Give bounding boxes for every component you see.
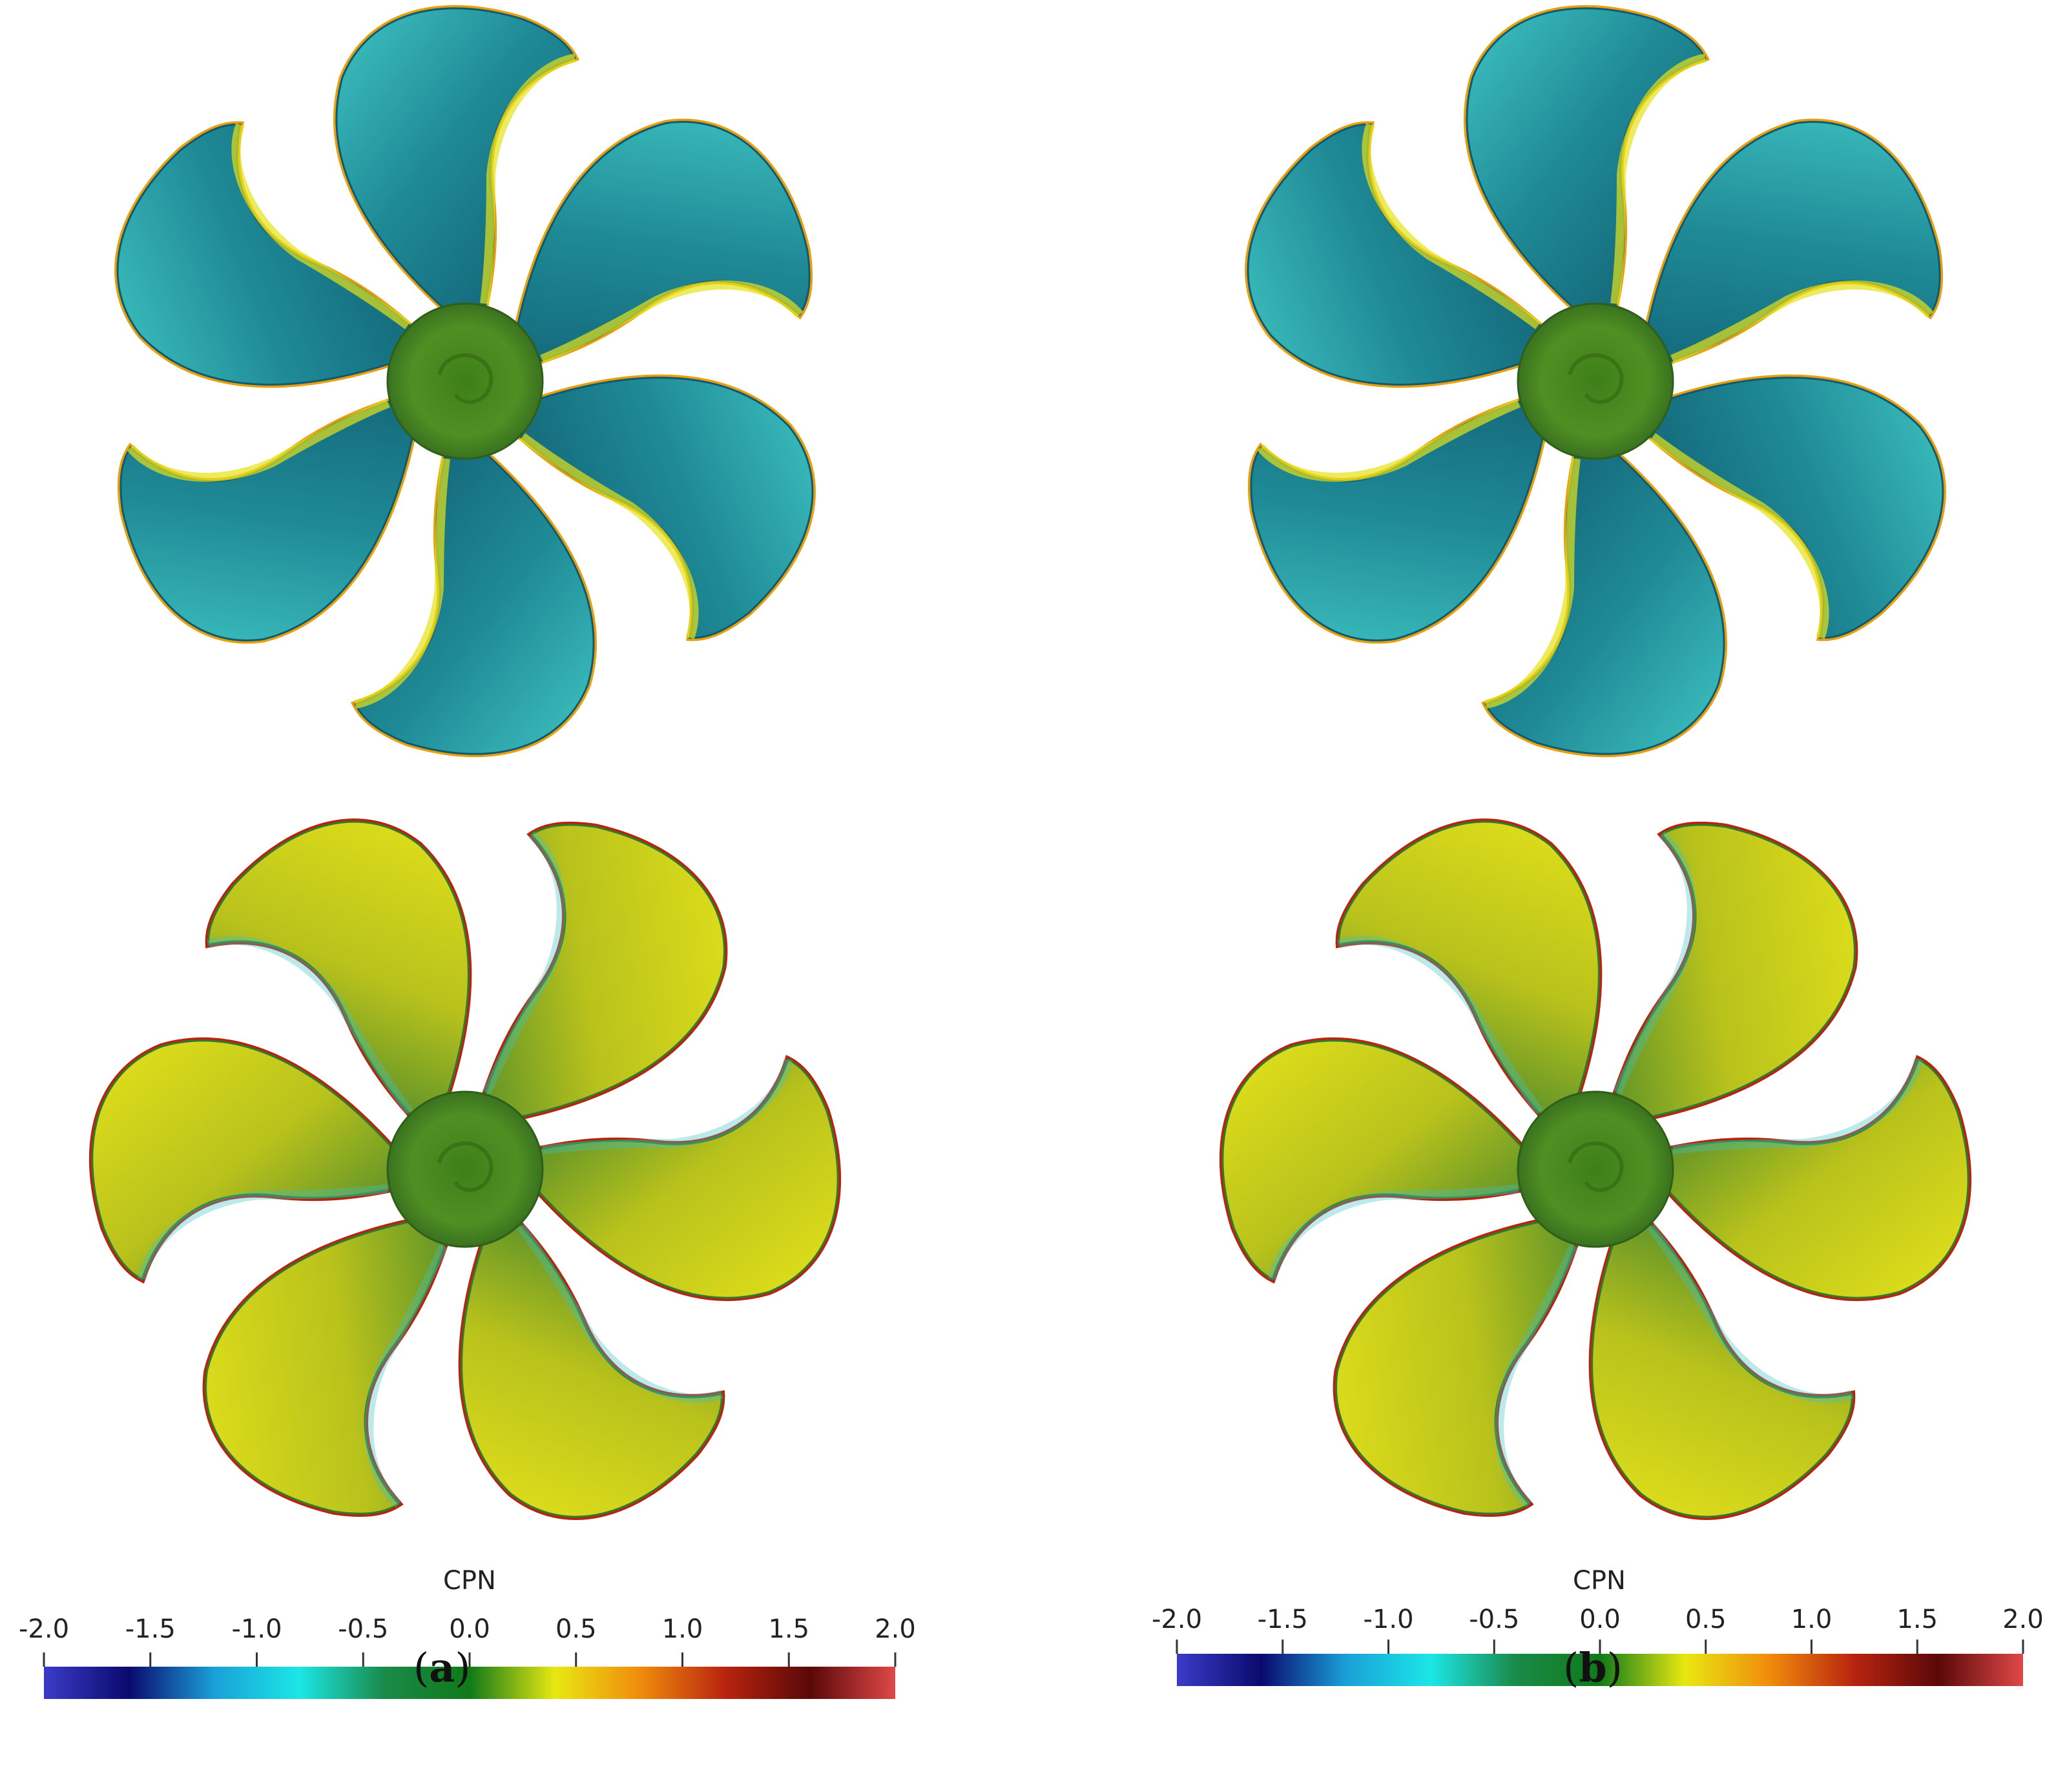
propeller-blade xyxy=(472,306,852,663)
panel-label-b: (b) xyxy=(1563,1644,1623,1691)
propeller-blade xyxy=(389,1176,747,1556)
propeller-blade xyxy=(1593,83,1973,441)
colorbar-title: CPN xyxy=(1573,1566,1626,1596)
propeller-blade xyxy=(78,99,459,457)
colorbar-tick-label: 1.0 xyxy=(1791,1605,1832,1634)
colorbar-tick-label: -0.5 xyxy=(338,1614,388,1644)
propeller-blade xyxy=(183,782,541,1163)
colorbar-tick-label: -1.0 xyxy=(231,1614,282,1644)
propeller-blade xyxy=(1486,452,1724,754)
propeller-blade xyxy=(1467,8,1705,310)
hub-swirl xyxy=(437,353,493,404)
colorbar-gradient-bar xyxy=(1177,1654,2023,1686)
colorbar-tick-label: 1.5 xyxy=(768,1614,809,1644)
colorbar-title: CPN xyxy=(443,1566,496,1596)
propeller-blade xyxy=(536,1059,838,1298)
propeller-blade xyxy=(1218,322,1598,679)
propeller-blade xyxy=(1666,1059,1968,1298)
hub-swirl xyxy=(437,1141,493,1193)
propeller-hub xyxy=(1517,302,1674,460)
propeller-pressure-side-a xyxy=(92,782,838,1557)
colorbar-tick-label: -1.0 xyxy=(1363,1605,1413,1634)
colorbar-tick-label: -2.0 xyxy=(1152,1605,1202,1634)
colorbar-tick-label: 2.0 xyxy=(2002,1605,2044,1634)
colorbar-tick-label: 0.5 xyxy=(555,1614,597,1644)
propeller-blade xyxy=(1223,1041,1524,1279)
propeller-blade xyxy=(1520,1176,1877,1556)
propeller-suction-side-a xyxy=(78,8,853,754)
propeller-blade xyxy=(1314,782,1671,1163)
propeller-blade xyxy=(1602,306,1982,663)
propeller-blade xyxy=(355,452,594,754)
hub-swirl xyxy=(1568,1141,1624,1193)
propeller-blade xyxy=(462,83,843,441)
colorbar-tick-label: 0.0 xyxy=(449,1614,490,1644)
propeller-blade xyxy=(337,8,575,310)
propeller-blade xyxy=(87,322,468,679)
colorbar-b: CPN -2.0 -1.5 -1.0 -0.5 0.0 0.5 1.0 1.5 2.0 xyxy=(1152,1566,2044,1686)
propeller-blade xyxy=(1536,791,1893,1172)
colorbar-tick-label: 0.5 xyxy=(1685,1605,1727,1634)
colorbar-tick-label: 0.0 xyxy=(1579,1605,1621,1634)
colorbar-gradient-bar xyxy=(44,1667,895,1699)
colorbar-a: CPN -2.0 -1.5 -1.0 -0.5 0.0 0.5 1.0 1.5 2.0 xyxy=(19,1566,916,1699)
panel-label-a: (a) xyxy=(413,1644,471,1691)
colorbar-tick-label: -1.5 xyxy=(125,1614,176,1644)
propeller-blade xyxy=(167,1167,524,1547)
colorbar-tick-label: -1.5 xyxy=(1258,1605,1308,1634)
propeller-blade xyxy=(1209,99,1589,457)
propeller-suction-side-b xyxy=(1209,8,1983,754)
propeller-blade xyxy=(1298,1167,1655,1547)
propeller-blade xyxy=(406,791,763,1172)
colorbar-tick-label: 2.0 xyxy=(875,1614,916,1644)
hub-swirl xyxy=(1568,353,1624,404)
propeller-hub xyxy=(386,1090,544,1248)
propeller-blade xyxy=(92,1041,394,1279)
propeller-hub xyxy=(1517,1090,1674,1248)
colorbar-tick-label: -0.5 xyxy=(1469,1605,1519,1634)
propeller-pressure-side-b xyxy=(1223,782,1968,1557)
colorbar-tick-label: 1.5 xyxy=(1896,1605,1938,1634)
colorbar-tick-label: -2.0 xyxy=(19,1614,69,1644)
propeller-hub xyxy=(386,302,544,460)
colorbar-tick-label: 1.0 xyxy=(662,1614,703,1644)
